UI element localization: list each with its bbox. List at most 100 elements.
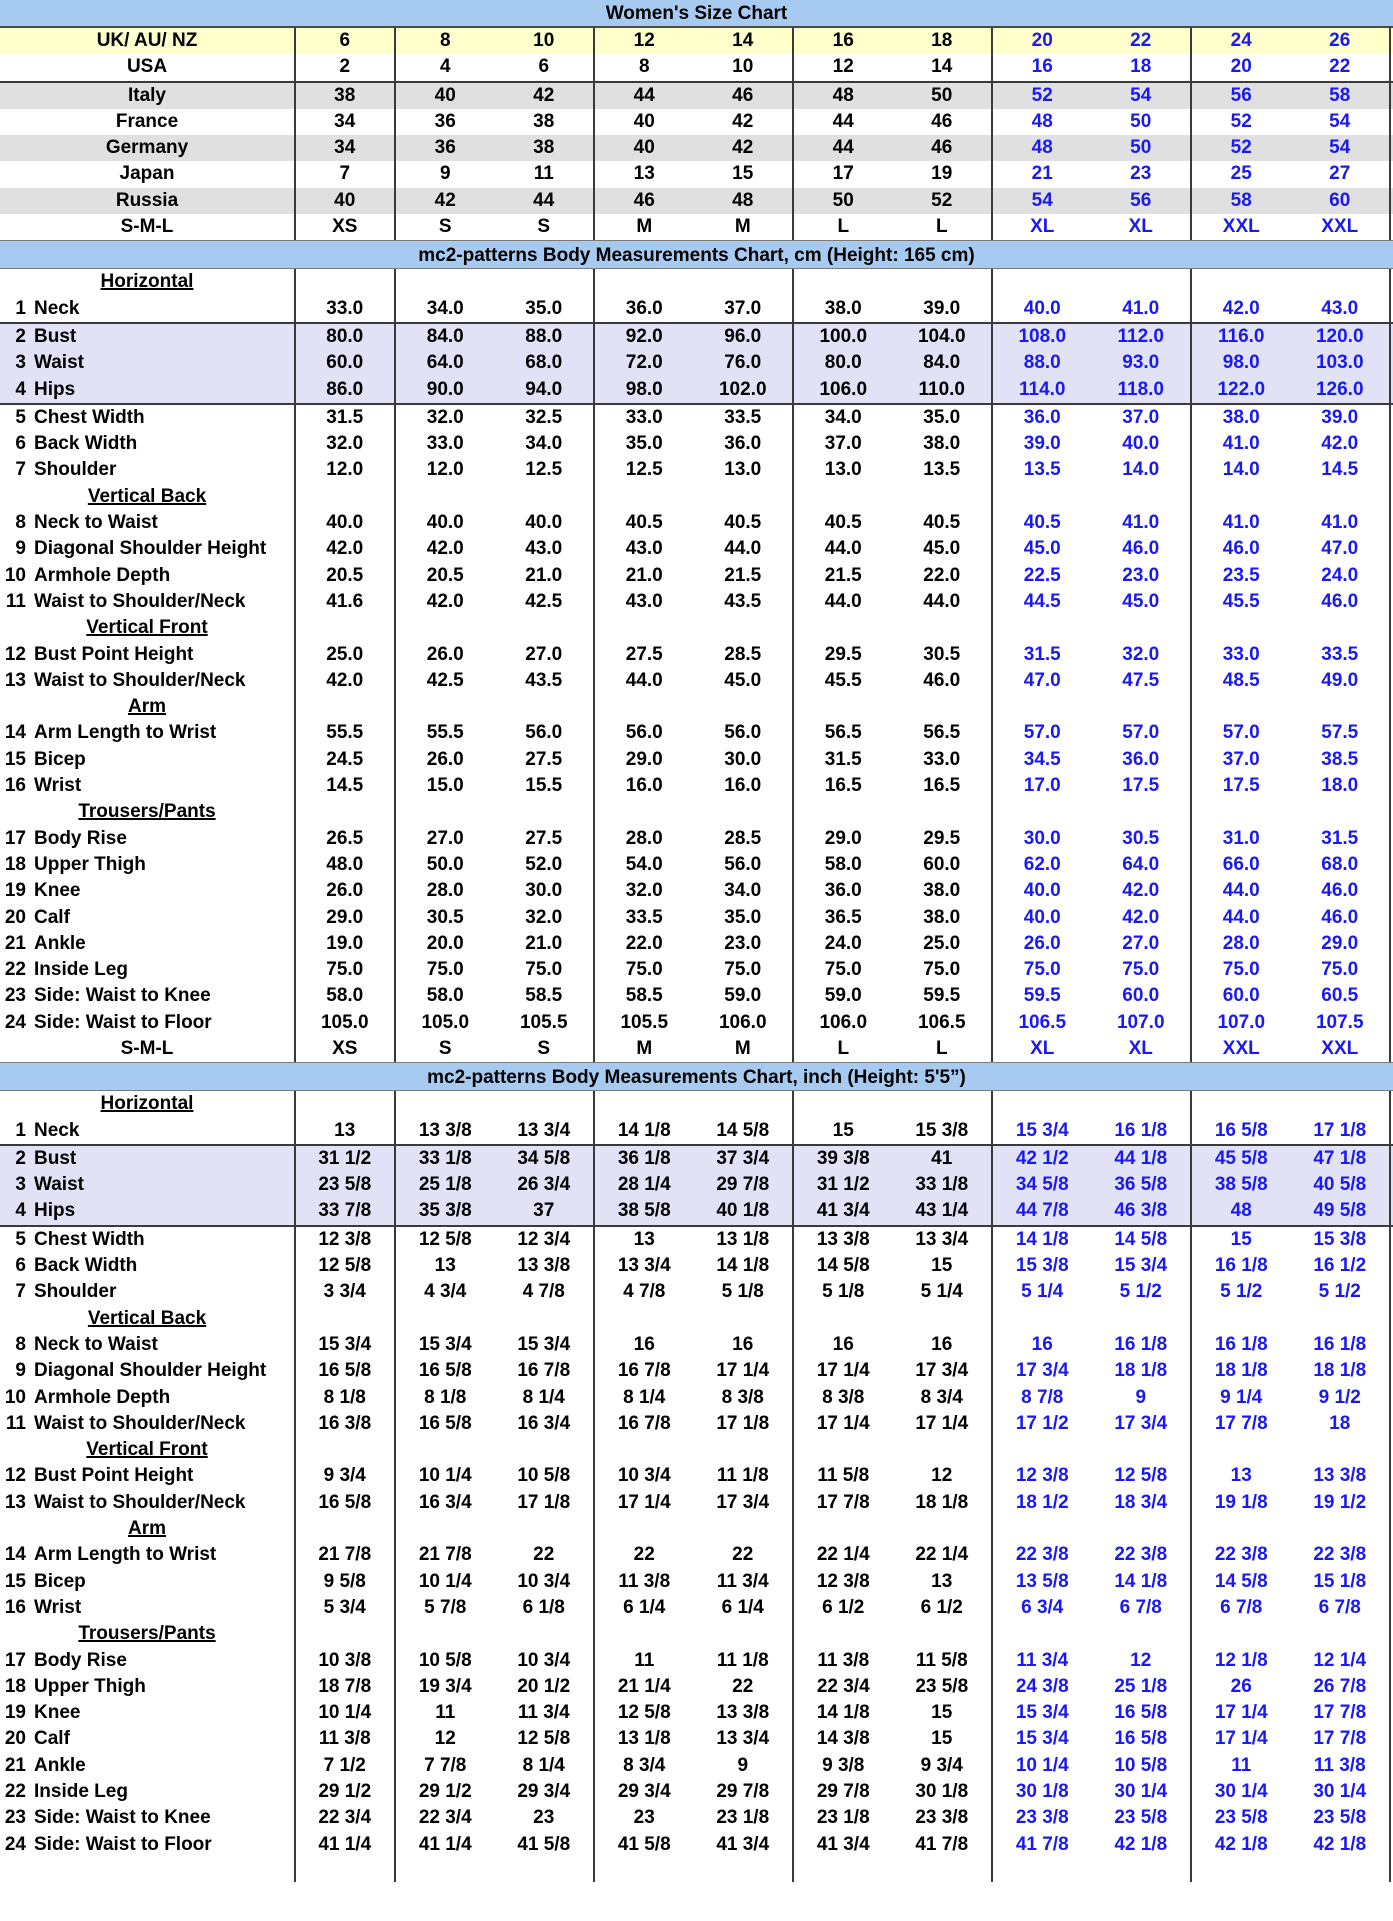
row-label-text: Bicep: [34, 748, 86, 770]
inch-value-cell: 41 7/8: [893, 1831, 993, 1858]
size-value-cell: 42: [434, 189, 456, 211]
cm-value-cell: [893, 615, 993, 642]
cm-value-cell: 20.5: [296, 562, 396, 589]
cm-value-cell: 47.5: [1092, 667, 1192, 695]
cm-value-cell: 68.0: [495, 350, 595, 377]
cm-value-cell: 40.5: [1023, 512, 1061, 534]
inch-value-cell: 17 7/8: [1291, 1700, 1391, 1727]
cm-value-cell: 54.0: [625, 853, 663, 875]
size-value-cell: 56: [1092, 187, 1192, 215]
row-number: 18: [4, 853, 26, 875]
cm-value-cell: 75.0: [625, 959, 663, 981]
row-label: 23 Side: Waist to Knee: [0, 983, 296, 1010]
cm-value-cell: 47.0: [1023, 669, 1061, 691]
inch-value-cell: 22: [633, 1544, 655, 1566]
inch-value-cell: 6 1/4: [623, 1596, 666, 1618]
size-value-cell: 58: [1291, 82, 1391, 109]
inch-value-cell: 8 7/8: [1021, 1386, 1064, 1408]
table-row: UK/ AU/ NZ 6 8 10 12 14 16 18 20 22 24 26: [0, 28, 1393, 55]
cm-value-cell: [1192, 484, 1292, 510]
cm-value-cell: 44.0: [893, 588, 993, 616]
inch-value-cell: 14 5/8: [1092, 1226, 1192, 1254]
size-value-cell: M: [694, 214, 794, 241]
row-label-text: Armhole Depth: [34, 564, 171, 586]
table-row: 14 Arm Length to Wrist 21 7/8 21 7/8 22 22 22 2…: [0, 1542, 1393, 1569]
inch-value-cell: 19 1/2: [1291, 1489, 1391, 1517]
size-value-cell: 44: [832, 110, 854, 132]
cm-value-cell: 106.0: [694, 1009, 794, 1036]
inch-value-cell: 22: [694, 1542, 794, 1569]
cm-value-cell: 58.0: [426, 985, 464, 1007]
inch-value-cell: 12: [434, 1728, 456, 1750]
inch-value-cell: [495, 1437, 595, 1464]
row-label: Germany: [0, 135, 296, 162]
table-row: 2 Bust 31 1/2 33 1/8 34 5/8 36 1/8 37 3/4 39 3/…: [0, 1143, 1393, 1173]
inch-value-cell: 8 1/8: [424, 1386, 467, 1408]
cm-value-cell: 27.5: [495, 746, 595, 774]
size-value-cell: 14: [694, 28, 794, 55]
table-row: 15 Bicep 9 5/8 10 1/4 10 3/4 11 3/8 11 3/4 12 3…: [0, 1568, 1393, 1595]
table-row: 18 Upper Thigh 18 7/8 19 3/4 20 1/2 21 1/4 22 2…: [0, 1673, 1393, 1701]
row-label: 19 Knee: [0, 878, 296, 905]
inch-value-cell: 12 1/4: [1291, 1647, 1391, 1674]
row-number: 2: [15, 1147, 26, 1169]
inch-value-cell: 36 5/8: [1092, 1172, 1192, 1199]
inch-value-cell: 16 1/2: [1291, 1253, 1391, 1280]
cm-value-cell: 20.0: [426, 932, 464, 954]
cm-value-cell: 14.5: [1291, 457, 1391, 484]
inch-value-cell: 11: [634, 1649, 655, 1671]
inch-value-cell: 41 3/4: [816, 1200, 870, 1222]
inch-value-cell: [1291, 1516, 1391, 1543]
cm-value-cell: [794, 694, 894, 720]
size-conversion-table: UK/ AU/ NZ 6 8 10 12 14 16 18 20 22 24 26 USA 2 4 6 8 10 1…: [0, 28, 1393, 241]
size-value-cell: 48: [832, 84, 854, 106]
cm-value-cell: 75.0: [824, 959, 862, 981]
row-number: 22: [4, 959, 26, 981]
cm-value-cell: [993, 799, 1093, 825]
inch-value-cell: [595, 1516, 695, 1542]
cm-value-cell: 126.0: [1291, 376, 1391, 403]
cm-value-cell: 75.0: [694, 957, 794, 984]
cm-value-cell: 43.5: [694, 588, 794, 616]
inch-value-cell: 8 1/4: [495, 1384, 595, 1411]
size-value-cell: 15: [694, 161, 794, 188]
cm-value-cell: 33.0: [426, 433, 464, 455]
cm-value-cell: 30.5: [1092, 825, 1192, 852]
table-row: Arm: [0, 694, 1393, 721]
row-number: 15: [4, 748, 26, 770]
inch-value-cell: 15: [893, 1700, 993, 1727]
cm-value-cell: 45.0: [893, 536, 993, 563]
cm-value-cell: XXL: [1222, 1037, 1260, 1059]
section-label: Arm: [0, 1516, 296, 1543]
inch-value-cell: 11 3/4: [1016, 1649, 1069, 1671]
cm-value-cell: 33.0: [1222, 643, 1260, 665]
cm-value-cell: 34.0: [694, 878, 794, 905]
inch-value-cell: 38 5/8: [1214, 1174, 1268, 1196]
cm-value-cell: 21.5: [694, 562, 794, 589]
cm-value-cell: S: [495, 1035, 595, 1063]
cm-measurements-table: Horizontal 1 Neck 33.0 34.0 35.0 36.0 37.0 38.0 3…: [0, 269, 1393, 1063]
inch-value-cell: 16 5/8: [418, 1412, 472, 1434]
inch-value-cell: 15 3/4: [1015, 1702, 1069, 1724]
table-row: Trousers/Pants: [0, 799, 1393, 826]
inch-value-cell: [993, 1437, 1093, 1463]
inch-value-cell: 22 1/4: [893, 1542, 993, 1569]
inch-value-cell: 18 1/8: [1214, 1360, 1268, 1382]
row-label-text: Hips: [34, 1200, 76, 1222]
table-row: 16 Wrist 14.5 15.0 15.5 16.0 16.0 16.5 16.5 17.0 1…: [0, 773, 1393, 800]
size-value-cell: 4: [439, 56, 451, 78]
inch-value-cell: 34 5/8: [1015, 1174, 1069, 1196]
inch-value-cell: [993, 1091, 1093, 1117]
cm-value-cell: 20.5: [426, 564, 464, 586]
inch-value-cell: 16 7/8: [495, 1358, 595, 1385]
row-number: 21: [4, 1754, 26, 1776]
table-row: 6 Back Width 32.0 33.0 34.0 35.0 36.0 37.0 38.0 3…: [0, 431, 1393, 458]
inch-value-cell: 18 7/8: [296, 1673, 396, 1701]
inch-value-cell: 42 1/8: [1092, 1831, 1192, 1858]
cm-value-cell: 40.5: [625, 512, 663, 534]
inch-value-cell: 7 1/2: [296, 1752, 396, 1779]
size-value-cell: 26: [1291, 28, 1391, 55]
size-value-cell: 50: [893, 82, 993, 109]
inch-value-cell: 18 1/2: [1015, 1491, 1069, 1513]
inch-value-cell: 31 1/2: [296, 1145, 396, 1173]
